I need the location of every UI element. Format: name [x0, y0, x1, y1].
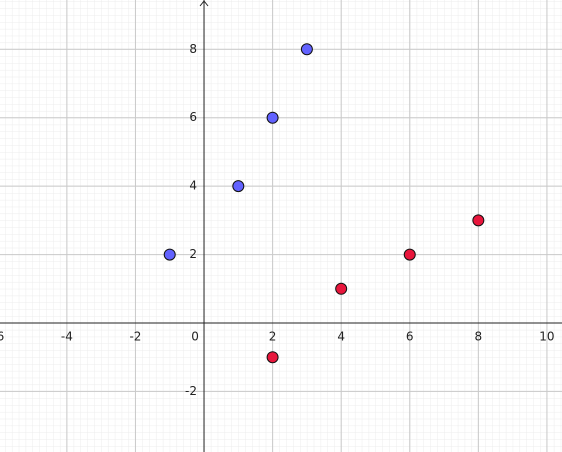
y-tick-label: -2 — [185, 384, 197, 398]
x-tick-label: 2 — [269, 330, 277, 344]
x-tick-label: 6 — [406, 330, 414, 344]
x-tick-label: 10 — [539, 330, 554, 344]
point — [266, 111, 279, 124]
y-axis-arrow — [199, 0, 209, 7]
labels: -6 -4 -2 0 2 4 6 8 10 -2 2 4 6 8 — [0, 42, 555, 398]
x-tick-label: -4 — [61, 330, 73, 344]
point — [163, 248, 176, 261]
x-tick-label: -2 — [129, 330, 141, 344]
x-tick-label: 8 — [475, 330, 483, 344]
y-tick-label: 2 — [189, 247, 197, 261]
point — [472, 214, 485, 227]
y-tick-label: 4 — [189, 179, 197, 193]
point — [300, 43, 313, 56]
point — [266, 351, 279, 364]
x-tick-label: 0 — [191, 330, 199, 344]
y-tick-label: 8 — [189, 42, 197, 56]
x-tick-label: -6 — [0, 330, 4, 344]
point — [335, 282, 348, 295]
x-tick-label: 4 — [337, 330, 345, 344]
point — [232, 180, 245, 193]
point — [403, 248, 416, 261]
points — [163, 43, 485, 364]
y-tick-label: 6 — [189, 110, 197, 124]
